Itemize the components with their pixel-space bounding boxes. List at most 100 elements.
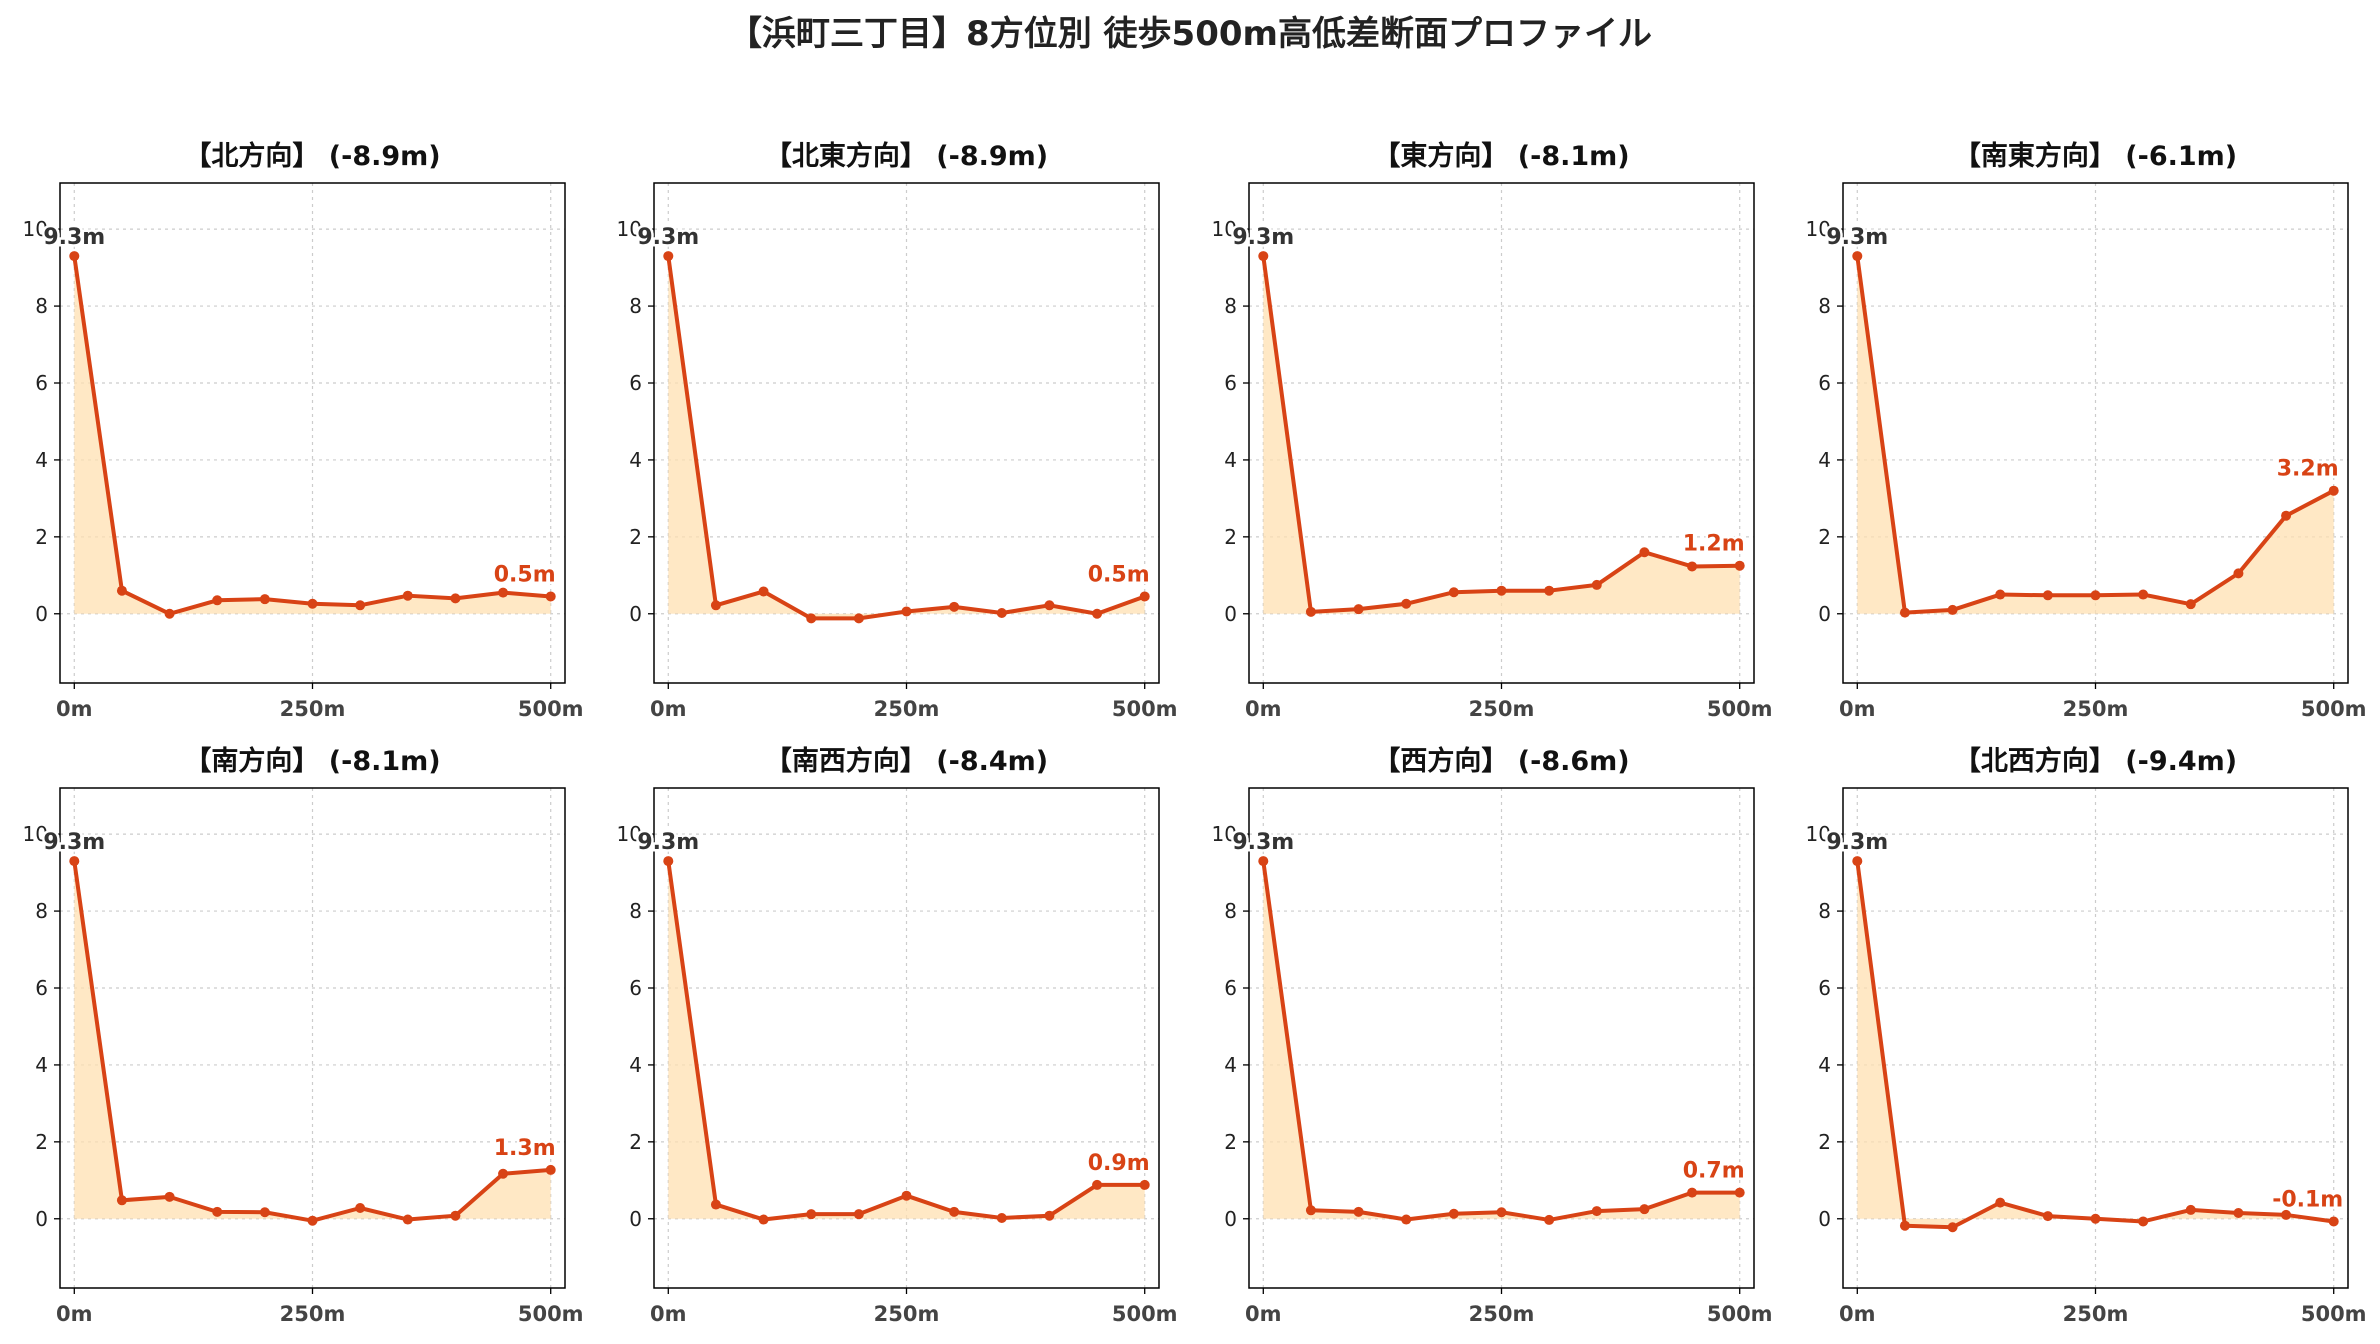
data-point — [259, 594, 270, 605]
panel-6: 0 2 4 6 8 10 0m 250m 500m 【西方向】 (-8.6m) 9.3m 0.7m — [1212, 745, 1773, 1326]
data-point — [1734, 1187, 1745, 1198]
data-point — [1353, 1206, 1364, 1217]
x-tick-label: 500m — [518, 1302, 584, 1326]
y-tick-label: 2 — [629, 1130, 642, 1154]
data-point — [1305, 1205, 1316, 1216]
elevation-area — [1263, 256, 1740, 614]
data-point — [498, 1168, 509, 1179]
panel-title: 【南西方向】 (-8.4m) — [765, 745, 1048, 777]
data-point — [1496, 1207, 1507, 1218]
start-elevation-label: 9.3m — [1232, 225, 1294, 250]
y-tick-label: 4 — [35, 1053, 48, 1077]
data-point — [2185, 599, 2196, 610]
data-point — [307, 598, 318, 609]
data-point — [1687, 1187, 1698, 1198]
data-point — [2233, 1208, 2244, 1218]
y-tick-label: 2 — [35, 525, 48, 549]
data-point — [1734, 560, 1745, 571]
x-tick-label: 250m — [1469, 697, 1535, 721]
data-point — [1401, 1214, 1412, 1225]
y-tick-label: 6 — [629, 371, 642, 395]
y-tick-label: 6 — [1818, 371, 1831, 395]
x-tick-label: 0m — [650, 1302, 687, 1326]
y-tick-label: 8 — [1224, 294, 1237, 318]
data-point — [710, 600, 721, 611]
data-point — [69, 856, 80, 867]
x-tick-label: 500m — [1707, 697, 1773, 721]
y-tick-label: 0 — [35, 1207, 48, 1231]
end-elevation-label: 1.3m — [494, 1136, 556, 1161]
y-tick-label: 0 — [1224, 602, 1237, 626]
y-tick-label: 8 — [1818, 294, 1831, 318]
data-point — [1899, 1220, 1910, 1231]
data-point — [1947, 604, 1958, 615]
y-tick-label: 2 — [35, 1130, 48, 1154]
data-point — [853, 613, 864, 624]
data-point — [663, 856, 674, 867]
panel-title: 【北東方向】 (-8.9m) — [765, 140, 1048, 172]
x-tick-label: 250m — [280, 1302, 346, 1326]
data-point — [2328, 485, 2339, 496]
panel-1: 0 2 4 6 8 10 0m 250m 500m 【北東方向】 (-8.9m) 9.3m 0.5m — [617, 140, 1178, 721]
panel-title: 【南東方向】 (-6.1m) — [1954, 140, 2237, 172]
y-tick-label: 8 — [629, 899, 642, 923]
y-tick-label: 10 — [1806, 822, 1831, 846]
data-point — [2042, 590, 2053, 601]
y-tick-label: 6 — [35, 371, 48, 395]
data-point — [1448, 587, 1459, 598]
figure-title: 【浜町三丁目】8方位別 徒歩500m高低差断面プロファイル — [728, 14, 1652, 54]
end-elevation-label: 1.2m — [1683, 532, 1745, 557]
data-point — [1591, 579, 1602, 590]
y-tick-label: 6 — [35, 976, 48, 1000]
y-tick-label: 8 — [1818, 899, 1831, 923]
data-point — [1639, 547, 1650, 558]
data-point — [1092, 1179, 1103, 1190]
y-tick-label: 6 — [1818, 976, 1831, 1000]
end-elevation-label: 0.5m — [1088, 562, 1150, 587]
x-tick-label: 250m — [2063, 1302, 2129, 1326]
data-point — [1258, 856, 1269, 867]
data-point — [1139, 1179, 1150, 1190]
x-tick-label: 250m — [874, 1302, 940, 1326]
data-point — [307, 1215, 318, 1226]
x-tick-label: 250m — [280, 697, 346, 721]
y-tick-label: 4 — [1818, 1053, 1831, 1077]
data-point — [2042, 1211, 2053, 1222]
data-point — [949, 601, 960, 612]
y-tick-label: 4 — [1224, 448, 1237, 472]
y-tick-label: 8 — [35, 294, 48, 318]
panel-title: 【北西方向】 (-9.4m) — [1954, 745, 2237, 777]
y-tick-label: 2 — [629, 525, 642, 549]
x-tick-label: 0m — [56, 1302, 93, 1326]
data-point — [758, 1214, 769, 1225]
data-point — [450, 593, 461, 604]
y-tick-label: 8 — [1224, 899, 1237, 923]
x-tick-label: 500m — [2301, 697, 2367, 721]
data-point — [901, 606, 912, 617]
data-point — [355, 1203, 366, 1213]
panel-4: 0 2 4 6 8 10 0m 250m 500m 【南方向】 (-8.1m) 9.3m 1.3m — [23, 745, 584, 1326]
data-point — [1448, 1208, 1459, 1219]
data-point — [1995, 589, 2006, 600]
data-point — [2185, 1204, 2196, 1215]
y-tick-label: 8 — [35, 899, 48, 923]
panel-title: 【南方向】 (-8.1m) — [184, 745, 440, 777]
y-tick-label: 10 — [23, 822, 48, 846]
panel-0: 0 2 4 6 8 10 0m 250m 500m 【北方向】 (-8.9m) 9.3m 0.5m — [23, 140, 584, 721]
data-point — [1544, 1214, 1555, 1225]
data-point — [1139, 591, 1150, 602]
data-point — [949, 1206, 960, 1217]
x-tick-label: 500m — [518, 697, 584, 721]
y-tick-label: 4 — [629, 1053, 642, 1077]
panel-7: 0 2 4 6 8 10 0m 250m 500m 【北西方向】 (-9.4m) 9.3m -0.1m — [1806, 745, 2367, 1326]
y-tick-label: 10 — [1806, 217, 1831, 241]
data-point — [2090, 1213, 2101, 1224]
y-tick-label: 10 — [617, 822, 642, 846]
data-point — [1899, 607, 1910, 618]
x-tick-label: 250m — [2063, 697, 2129, 721]
panel-3: 0 2 4 6 8 10 0m 250m 500m 【南東方向】 (-6.1m) 9.3m 3.2m — [1806, 140, 2367, 721]
data-point — [1401, 598, 1412, 609]
data-point — [1305, 606, 1316, 617]
y-tick-label: 4 — [1224, 1053, 1237, 1077]
